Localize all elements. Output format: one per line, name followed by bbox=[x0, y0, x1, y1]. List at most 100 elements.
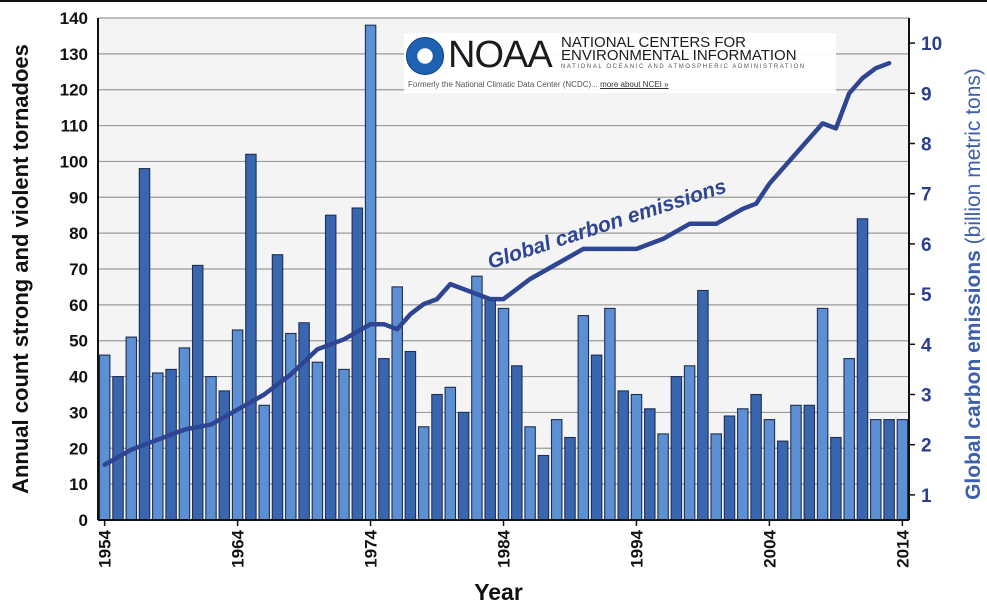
bar-1996 bbox=[657, 433, 669, 521]
bar-1999 bbox=[697, 289, 709, 521]
top-border-line bbox=[0, 0, 987, 2]
y-tick-label-60: 60 bbox=[69, 296, 88, 315]
y-tick-label-130: 130 bbox=[60, 45, 88, 64]
y2-tick-label-3: 3 bbox=[921, 386, 932, 407]
bar-1966 bbox=[258, 404, 270, 521]
y-tick-label-100: 100 bbox=[60, 152, 88, 171]
series-line-carbon bbox=[102, 60, 892, 468]
bar-1984 bbox=[497, 307, 510, 521]
x-tick-label-1974: 1974 bbox=[362, 529, 381, 567]
bar-2014 bbox=[896, 419, 909, 521]
bar-1985 bbox=[511, 365, 523, 521]
bar-2006 bbox=[790, 404, 802, 521]
y2-tick-label-10: 10 bbox=[921, 34, 942, 55]
y-tick-label-120: 120 bbox=[60, 81, 88, 100]
bar-2002 bbox=[737, 408, 749, 521]
ncei-note-text: Formerly the National Climatic Data Cent… bbox=[408, 80, 598, 89]
y-axis-title-right-unit: (billion metric tons) bbox=[962, 68, 985, 244]
y2-tick-label-6: 6 bbox=[921, 235, 932, 256]
bar-1998 bbox=[683, 365, 696, 521]
bar-1983 bbox=[484, 297, 496, 521]
bar-2009 bbox=[830, 436, 842, 521]
bar-2007 bbox=[803, 404, 816, 521]
y-axis-title-right: Global carbon emissions (billion metric … bbox=[962, 68, 985, 500]
bar-2005 bbox=[776, 440, 789, 521]
y-tick-label-110: 110 bbox=[61, 117, 88, 136]
bar-1963 bbox=[218, 390, 231, 521]
bar-1993 bbox=[617, 390, 629, 521]
x-tick-label-1994: 1994 bbox=[627, 529, 646, 567]
bar-1981 bbox=[457, 411, 470, 521]
bar-1989 bbox=[564, 436, 576, 521]
y-tick-label-50: 50 bbox=[69, 332, 88, 351]
x-tick-label-1964: 1964 bbox=[229, 529, 248, 567]
y2-tick-label-2: 2 bbox=[921, 436, 932, 457]
bar-2012 bbox=[870, 419, 882, 521]
y-tick-label-0: 0 bbox=[79, 511, 88, 530]
y-axis-title-right-main: Global carbon emissions bbox=[962, 244, 985, 500]
bar-1990 bbox=[577, 315, 590, 521]
bar-1970 bbox=[311, 361, 324, 521]
bar-1977 bbox=[404, 350, 417, 521]
noaa-wordmark: NOAA bbox=[448, 34, 553, 76]
noaa-logo-icon bbox=[406, 37, 444, 75]
bar-1954 bbox=[98, 354, 111, 521]
bar-1991 bbox=[590, 354, 603, 521]
bar-1975 bbox=[378, 358, 390, 521]
y-axis-title-left: Annual count strong and violent tornadoe… bbox=[8, 44, 33, 494]
y-tick-label-140: 140 bbox=[60, 9, 88, 28]
bar-1982 bbox=[471, 275, 483, 521]
ncei-title-line1: NATIONAL CENTERS FOR bbox=[561, 34, 747, 51]
more-about-ncei-link[interactable]: more about NCEI » bbox=[600, 80, 669, 89]
bar-2001 bbox=[723, 415, 736, 521]
bar-2000 bbox=[710, 433, 722, 521]
bar-1974 bbox=[364, 24, 377, 521]
y-tick-label-80: 80 bbox=[69, 224, 88, 243]
y-tick-label-90: 90 bbox=[69, 188, 88, 207]
y2-tick-label-8: 8 bbox=[921, 135, 932, 156]
bar-1969 bbox=[298, 322, 310, 521]
y2-tick-label-4: 4 bbox=[921, 335, 932, 356]
noaa-subtitle: NATIONAL OCEANIC AND ATMOSPHERIC ADMINIS… bbox=[561, 64, 806, 70]
y2-tick-label-1: 1 bbox=[921, 486, 932, 507]
bar-1979 bbox=[431, 393, 443, 521]
bar-1980 bbox=[444, 386, 457, 521]
x-axis-title: Year bbox=[474, 579, 523, 605]
y2-tick-label-5: 5 bbox=[921, 285, 932, 306]
bar-2010 bbox=[843, 358, 855, 521]
bar-1978 bbox=[417, 426, 430, 521]
bar-1964 bbox=[231, 329, 244, 521]
bar-1965 bbox=[245, 153, 257, 521]
y-tick-label-40: 40 bbox=[69, 368, 88, 387]
x-tick-label-1984: 1984 bbox=[495, 529, 514, 567]
y-tick-label-70: 70 bbox=[69, 260, 88, 279]
bar-1955 bbox=[112, 376, 124, 521]
ncei-note: Formerly the National Climatic Data Cent… bbox=[408, 80, 669, 89]
x-tick-label-1954: 1954 bbox=[96, 529, 115, 567]
y2-tick-label-7: 7 bbox=[921, 185, 932, 206]
bar-1994 bbox=[630, 393, 643, 521]
bar-1959 bbox=[165, 368, 177, 521]
bar-2013 bbox=[883, 419, 895, 521]
bar-1992 bbox=[604, 307, 616, 521]
bar-1986 bbox=[524, 426, 536, 521]
bar-2008 bbox=[816, 307, 829, 521]
y-tick-label-30: 30 bbox=[69, 403, 88, 422]
bar-2004 bbox=[763, 419, 776, 521]
bar-2011 bbox=[856, 218, 869, 521]
bar-1961 bbox=[191, 264, 204, 521]
y2-tick-label-9: 9 bbox=[921, 84, 932, 105]
y-tick-label-10: 10 bbox=[69, 475, 88, 494]
bar-2003 bbox=[750, 393, 762, 521]
bar-1997 bbox=[670, 376, 683, 521]
bar-1973 bbox=[351, 207, 364, 521]
x-tick-label-2014: 2014 bbox=[893, 529, 912, 567]
x-tick-label-2004: 2004 bbox=[760, 529, 779, 567]
bar-1995 bbox=[644, 408, 656, 521]
ncei-title-line2: ENVIRONMENTAL INFORMATION bbox=[561, 47, 797, 64]
y-tick-label-20: 20 bbox=[69, 439, 88, 458]
bar-1972 bbox=[338, 368, 350, 521]
bar-1960 bbox=[178, 347, 191, 521]
